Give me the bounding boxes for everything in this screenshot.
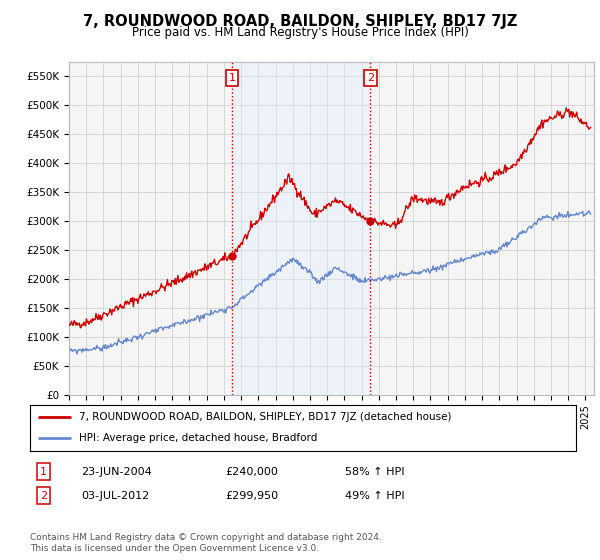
Text: Price paid vs. HM Land Registry's House Price Index (HPI): Price paid vs. HM Land Registry's House … bbox=[131, 26, 469, 39]
Bar bbox=[232, 62, 370, 395]
Text: 7, ROUNDWOOD ROAD, BAILDON, SHIPLEY, BD17 7JZ (detached house): 7, ROUNDWOOD ROAD, BAILDON, SHIPLEY, BD1… bbox=[79, 412, 452, 422]
Text: 03-JUL-2012: 03-JUL-2012 bbox=[81, 491, 149, 501]
Text: 58% ↑ HPI: 58% ↑ HPI bbox=[345, 466, 404, 477]
Text: HPI: Average price, detached house, Bradford: HPI: Average price, detached house, Brad… bbox=[79, 433, 317, 444]
Text: Contains HM Land Registry data © Crown copyright and database right 2024.
This d: Contains HM Land Registry data © Crown c… bbox=[30, 533, 382, 553]
Text: £299,950: £299,950 bbox=[225, 491, 278, 501]
Text: £240,000: £240,000 bbox=[225, 466, 278, 477]
Text: 1: 1 bbox=[229, 73, 236, 83]
Text: 1: 1 bbox=[40, 466, 47, 477]
Text: 49% ↑ HPI: 49% ↑ HPI bbox=[345, 491, 404, 501]
Text: 2: 2 bbox=[367, 73, 374, 83]
Text: 2: 2 bbox=[40, 491, 47, 501]
Text: 23-JUN-2004: 23-JUN-2004 bbox=[81, 466, 152, 477]
Text: 7, ROUNDWOOD ROAD, BAILDON, SHIPLEY, BD17 7JZ: 7, ROUNDWOOD ROAD, BAILDON, SHIPLEY, BD1… bbox=[83, 14, 517, 29]
